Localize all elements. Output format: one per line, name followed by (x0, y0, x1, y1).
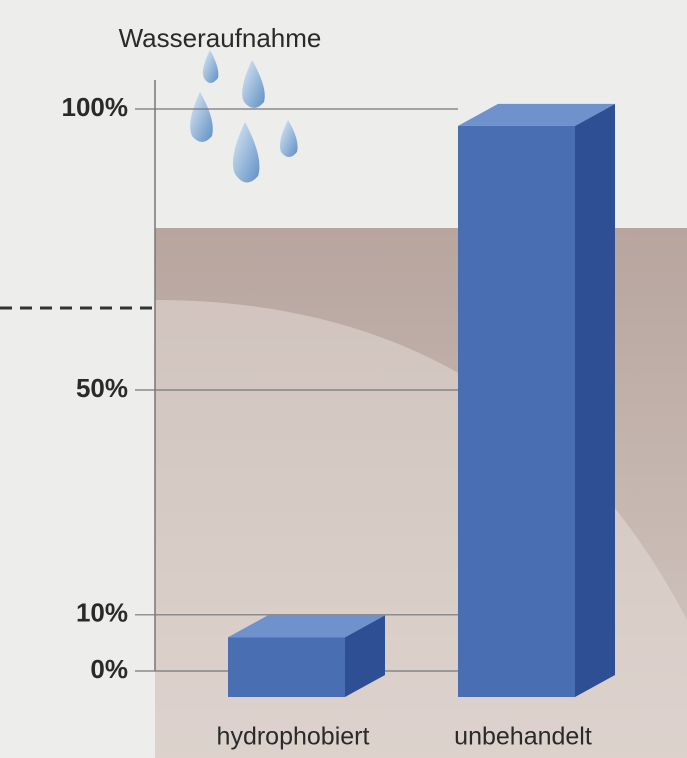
x-tick-label: hydrophobiert (217, 723, 370, 751)
y-tick-label: 10% (76, 598, 128, 628)
x-tick-label: unbehandelt (454, 723, 592, 751)
bar (228, 637, 345, 697)
bar-top (458, 103, 615, 126)
y-tick-label: 0% (90, 654, 128, 684)
bar-top (228, 615, 385, 638)
chart-title: Wasseraufnahme (119, 23, 322, 53)
bar (458, 125, 575, 698)
bar-side (345, 615, 385, 697)
y-tick-label: 50% (76, 373, 128, 403)
drops (190, 50, 298, 183)
bar-side (575, 103, 615, 698)
y-tick-label: 100% (62, 92, 129, 122)
